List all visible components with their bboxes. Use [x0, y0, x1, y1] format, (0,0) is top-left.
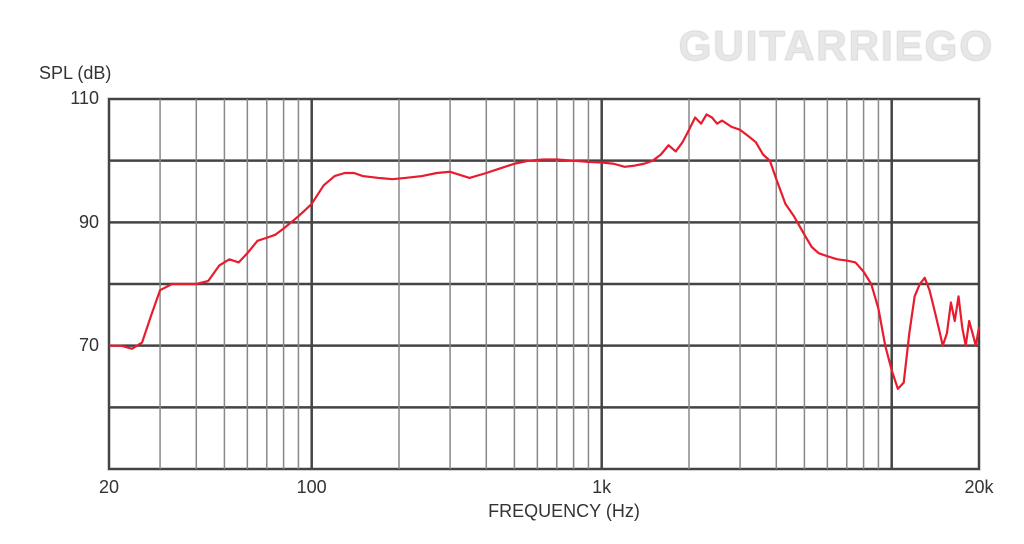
- x-tick-label: 100: [282, 477, 342, 498]
- y-tick-label: 70: [59, 335, 99, 356]
- y-tick-label: 90: [59, 212, 99, 233]
- x-axis-label: FREQUENCY (Hz): [464, 501, 664, 522]
- x-tick-label: 20k: [949, 477, 1009, 498]
- chart-svg: [0, 0, 1024, 544]
- frequency-response-chart: SPL (dB) FREQUENCY (Hz) 70 90 110 20 100 1k 20…: [0, 0, 1024, 544]
- x-tick-label: 20: [79, 477, 139, 498]
- x-tick-label: 1k: [572, 477, 632, 498]
- y-tick-label: 110: [59, 88, 99, 109]
- y-axis-label: SPL (dB): [39, 63, 111, 84]
